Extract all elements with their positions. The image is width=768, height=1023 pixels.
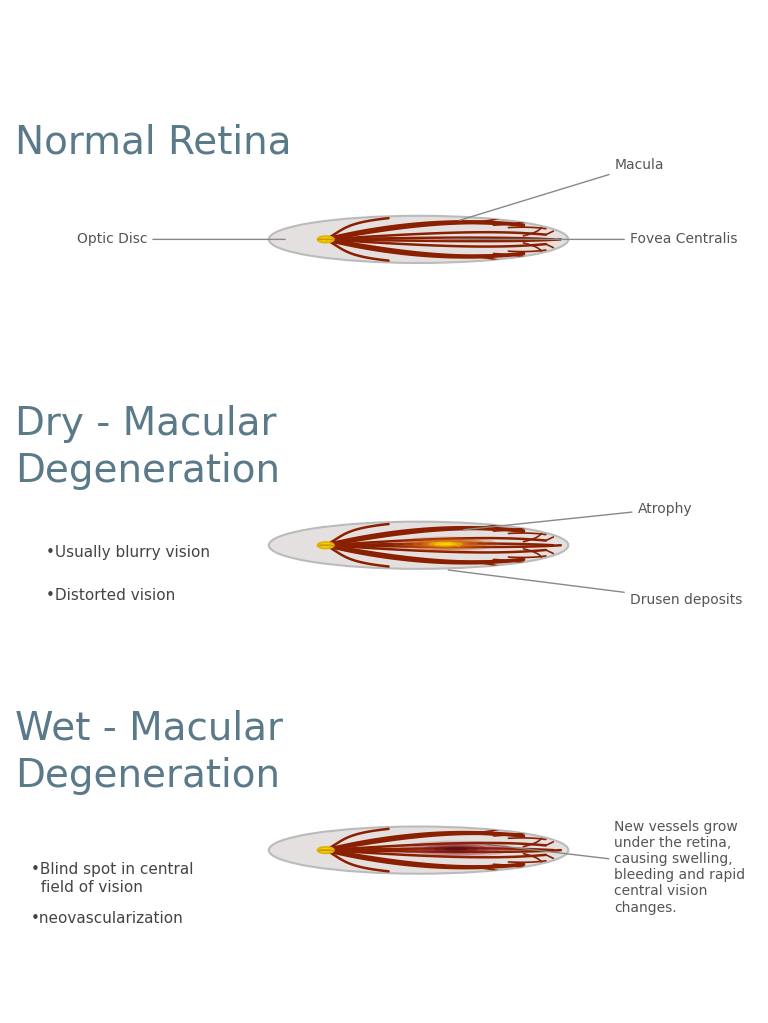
Text: Macula: Macula (459, 159, 664, 220)
Ellipse shape (419, 238, 472, 240)
Ellipse shape (423, 844, 489, 853)
Ellipse shape (269, 216, 568, 263)
Ellipse shape (404, 538, 488, 550)
Text: •Blind spot in central
  field of vision: •Blind spot in central field of vision (31, 862, 194, 895)
Ellipse shape (412, 539, 478, 548)
Ellipse shape (431, 542, 461, 546)
Ellipse shape (433, 846, 478, 852)
Text: Dry - Macular
Degeneration: Dry - Macular Degeneration (15, 405, 280, 490)
Ellipse shape (269, 522, 568, 569)
Ellipse shape (433, 542, 458, 546)
Ellipse shape (428, 541, 464, 546)
Text: Atrophy: Atrophy (464, 501, 692, 530)
Text: Wet - Macular
Degeneration: Wet - Macular Degeneration (15, 710, 283, 795)
Ellipse shape (422, 540, 469, 547)
Text: •Usually blurry vision: •Usually blurry vision (46, 545, 210, 561)
Text: Drusen deposits: Drusen deposits (449, 570, 742, 607)
Text: •neovascularization: •neovascularization (31, 911, 184, 926)
Ellipse shape (438, 543, 453, 545)
Text: Normal Retina: Normal Retina (15, 124, 292, 162)
Ellipse shape (399, 841, 513, 857)
Ellipse shape (444, 847, 468, 850)
Circle shape (317, 542, 334, 548)
Circle shape (317, 236, 334, 242)
Ellipse shape (411, 842, 501, 855)
Text: •Distorted vision: •Distorted vision (46, 588, 175, 603)
Ellipse shape (428, 238, 464, 240)
Ellipse shape (393, 536, 498, 551)
Text: Macular Degeneration: Macular Degeneration (137, 24, 631, 66)
Text: Fovea Centralis: Fovea Centralis (445, 232, 737, 247)
Text: Optic Disc: Optic Disc (77, 232, 285, 247)
Ellipse shape (269, 827, 568, 874)
Circle shape (317, 847, 334, 853)
Text: New vessels grow
under the retina,
causing swelling,
bleeding and rapid
central : New vessels grow under the retina, causi… (487, 819, 746, 915)
